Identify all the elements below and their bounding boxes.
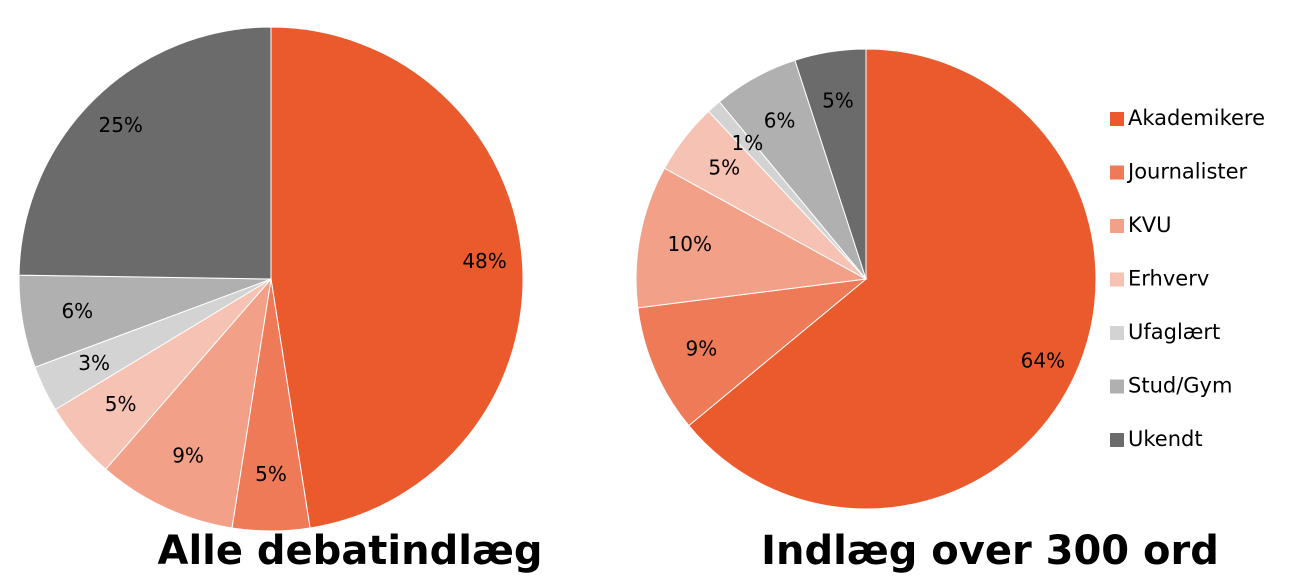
data-label: 10%: [668, 232, 712, 256]
pie-slice: [18, 26, 272, 280]
data-label: 5%: [708, 156, 740, 180]
legend-label: Erhverv: [1128, 267, 1209, 291]
data-label: 9%: [172, 444, 204, 468]
legend-swatch: [1110, 112, 1124, 126]
legend-swatch: [1110, 165, 1124, 180]
data-label: 25%: [98, 113, 142, 137]
pie-slice: [637, 278, 868, 427]
legend-label: Akademikere: [1128, 106, 1265, 130]
data-label: 6%: [61, 299, 93, 323]
legend-label: Ukendt: [1128, 427, 1203, 451]
data-label: 9%: [685, 337, 717, 361]
data-label: 6%: [764, 108, 796, 132]
data-label: 5%: [822, 88, 854, 112]
data-label: 1%: [731, 131, 763, 155]
pie-slice: [688, 48, 1097, 510]
data-label: 5%: [255, 462, 287, 486]
chart-title: Alle debatindlæg: [157, 528, 542, 574]
legend-swatch: [1110, 379, 1124, 394]
pie-slice: [635, 167, 868, 309]
data-label: 48%: [462, 249, 506, 273]
legend-swatch: [1110, 433, 1124, 447]
legend-swatch: [1110, 272, 1124, 287]
legend-label: Stud/Gym: [1128, 374, 1232, 398]
pie-slice: [270, 26, 524, 529]
pie-slice: [794, 48, 867, 280]
legend-label: Journalister: [1126, 160, 1248, 184]
legend-label: Ufaglært: [1128, 320, 1220, 344]
data-label: 3%: [78, 351, 110, 375]
legend-swatch: [1110, 326, 1124, 340]
legend-swatch: [1110, 219, 1124, 233]
legend-label: KVU: [1128, 213, 1172, 237]
chart-title: Indlæg over 300 ord: [761, 528, 1219, 574]
data-label: 5%: [105, 392, 137, 416]
pie-slice: [105, 277, 272, 529]
data-label: 64%: [1021, 349, 1065, 373]
